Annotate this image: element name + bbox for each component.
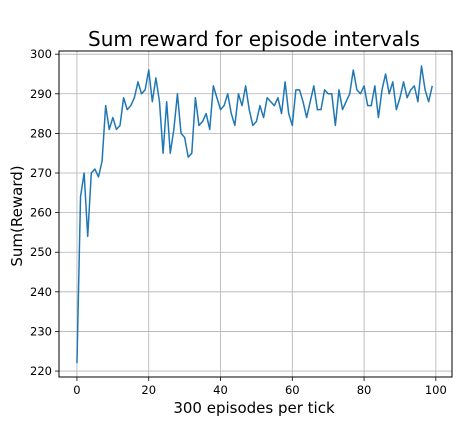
- y-tick-label: 230: [30, 324, 52, 338]
- y-tick-label: 290: [30, 87, 52, 101]
- y-tick-label: 250: [30, 245, 52, 259]
- x-tick-label: 100: [425, 383, 447, 397]
- y-tick-label: 280: [30, 126, 52, 140]
- y-tick-label: 220: [30, 364, 52, 378]
- y-tick-label: 300: [30, 47, 52, 61]
- y-axis-ticks: 220 230 240 250 260 270 280 290 300: [30, 47, 59, 378]
- y-tick-label: 240: [30, 285, 52, 299]
- y-tick-label: 260: [30, 206, 52, 220]
- y-tick-label: 270: [30, 166, 52, 180]
- plot-frame: [58, 50, 453, 378]
- x-tick-label: 20: [141, 383, 156, 397]
- y-axis-label: Sum(Reward): [8, 165, 26, 266]
- x-tick-label: 60: [285, 383, 300, 397]
- x-tick-label: 80: [357, 383, 372, 397]
- x-axis-label: 300 episodes per tick: [173, 399, 335, 417]
- grid: [59, 51, 452, 377]
- x-axis-ticks: 0 20 40 60 80 100: [73, 377, 447, 397]
- chart-title: Sum reward for episode intervals: [88, 27, 420, 51]
- series-line: [76, 65, 433, 364]
- x-tick-label: 40: [213, 383, 228, 397]
- x-tick-label: 0: [73, 383, 80, 397]
